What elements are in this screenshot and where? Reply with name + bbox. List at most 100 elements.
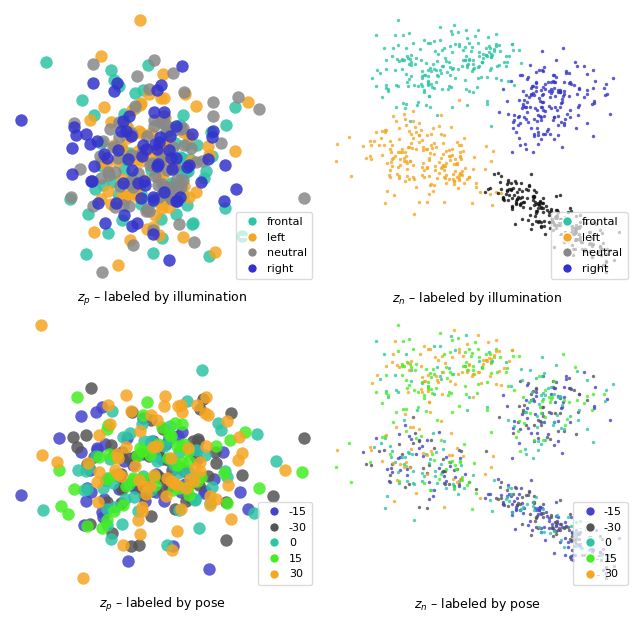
- Point: [516, 409, 527, 419]
- Point: [543, 207, 554, 217]
- Point: [436, 61, 447, 71]
- Point: [520, 184, 531, 194]
- Point: [520, 89, 531, 99]
- Point: [476, 378, 486, 388]
- Point: [145, 152, 155, 161]
- Point: [371, 433, 381, 443]
- Point: [485, 65, 495, 75]
- Point: [405, 461, 415, 471]
- Point: [414, 130, 424, 140]
- Point: [534, 199, 544, 209]
- Point: [465, 171, 475, 181]
- Point: [472, 388, 483, 398]
- Point: [103, 186, 113, 196]
- Point: [408, 343, 418, 353]
- Point: [558, 349, 568, 359]
- Point: [540, 535, 550, 545]
- Point: [511, 504, 521, 514]
- Point: [581, 524, 591, 534]
- Point: [537, 97, 547, 107]
- Point: [158, 140, 168, 150]
- Point: [127, 165, 137, 175]
- Point: [194, 480, 204, 490]
- Point: [461, 84, 471, 94]
- Point: [126, 129, 136, 138]
- Point: [497, 380, 507, 390]
- Point: [507, 507, 517, 517]
- Point: [506, 185, 516, 195]
- Point: [588, 239, 598, 249]
- Point: [540, 106, 550, 116]
- Point: [208, 97, 218, 107]
- Point: [468, 361, 479, 371]
- Point: [550, 102, 560, 112]
- Point: [378, 445, 388, 455]
- Point: [419, 391, 429, 401]
- Point: [545, 129, 556, 138]
- Point: [501, 367, 511, 377]
- Point: [533, 415, 543, 425]
- Point: [531, 512, 541, 522]
- Point: [413, 81, 423, 91]
- Point: [605, 245, 615, 255]
- Point: [147, 435, 157, 445]
- Point: [114, 484, 124, 494]
- Point: [482, 378, 492, 388]
- Point: [536, 202, 546, 212]
- Point: [497, 193, 508, 203]
- Point: [527, 387, 537, 397]
- Point: [501, 61, 511, 71]
- Point: [571, 227, 581, 237]
- Point: [76, 447, 86, 457]
- Point: [458, 55, 468, 65]
- Point: [564, 397, 574, 407]
- Point: [125, 176, 136, 186]
- Point: [417, 468, 428, 478]
- Point: [529, 498, 539, 508]
- Point: [609, 561, 619, 571]
- Point: [392, 360, 402, 370]
- Point: [548, 115, 559, 125]
- Point: [425, 454, 435, 464]
- Point: [424, 397, 435, 407]
- Point: [127, 105, 137, 115]
- Point: [562, 109, 572, 119]
- Point: [377, 150, 387, 160]
- Point: [121, 120, 131, 130]
- Point: [434, 168, 444, 178]
- Point: [403, 164, 413, 174]
- Point: [556, 423, 566, 433]
- Point: [556, 535, 566, 545]
- Point: [424, 91, 435, 101]
- Point: [401, 156, 412, 166]
- Point: [507, 202, 517, 212]
- Point: [447, 150, 458, 160]
- Point: [559, 392, 569, 402]
- Point: [385, 452, 396, 462]
- Point: [448, 63, 458, 73]
- Point: [474, 51, 484, 61]
- Point: [507, 204, 517, 214]
- Point: [515, 140, 525, 150]
- Point: [531, 383, 541, 392]
- Point: [573, 534, 584, 544]
- Point: [586, 218, 596, 228]
- Point: [149, 471, 159, 481]
- Point: [124, 556, 134, 566]
- Point: [608, 379, 618, 389]
- Point: [175, 483, 186, 492]
- Point: [555, 393, 565, 403]
- Point: [553, 220, 563, 230]
- Point: [383, 84, 393, 94]
- Point: [209, 474, 219, 484]
- Point: [168, 193, 179, 203]
- Point: [156, 214, 166, 224]
- Point: [438, 173, 449, 183]
- Point: [207, 482, 218, 492]
- Point: [504, 489, 514, 499]
- Point: [243, 97, 253, 107]
- Point: [188, 219, 198, 229]
- Point: [116, 471, 126, 481]
- Point: [222, 498, 232, 508]
- Point: [211, 494, 221, 504]
